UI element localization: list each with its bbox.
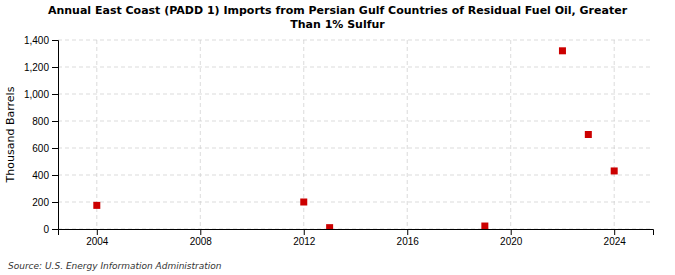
x-tick-mark [511,229,512,235]
y-tick-mark [52,202,58,203]
y-tick-label: 0 [43,224,49,235]
x-axis: 2004 2008 2012 2016 2020 2024 [59,229,654,247]
x-tick-mark [97,229,98,235]
chart-svg: 2004 2008 2012 2016 2020 2024 0 200 400 600 800 1,0… [0,0,675,275]
grid-line-y [58,148,653,149]
y-tick-label: 1,400 [24,35,49,46]
grid-line-y [58,202,653,203]
x-tick-mark [407,229,408,235]
y-axis-line [52,41,59,230]
x-tick: 2008 [190,229,213,247]
y-tick-label: 400 [32,170,49,181]
grid [58,40,653,229]
grid-line-x [200,40,201,229]
y-tick: 1,000 [24,89,58,100]
grid-line-y [58,121,653,122]
x-tick-mark [304,229,305,235]
x-axis-line [59,230,654,236]
y-tick-label: 1,000 [24,89,49,100]
y-tick-label: 800 [32,116,49,127]
title-line: Than 1% Sulfur [290,18,385,31]
y-tick-mark [52,229,58,230]
point [585,131,592,138]
y-tick-mark [52,67,58,68]
y-tick-label: 600 [32,143,49,154]
x-tick: 2020 [500,229,523,247]
point [481,223,488,229]
x-tick-label: 2020 [500,236,523,247]
x-tick-label: 2004 [86,236,109,247]
grid-line-y [58,94,653,95]
y-tick-label: 200 [32,197,49,208]
y-tick: 200 [32,197,58,208]
point [300,199,307,206]
y-tick-label: 1,200 [24,62,49,73]
chart-container: 2004 2008 2012 2016 2020 2024 0 200 400 600 800 1,0… [0,0,675,275]
y-axis-title: Thousand Barrels [4,86,17,183]
x-tick-mark [200,229,201,235]
point [326,224,333,229]
marks [93,47,617,229]
x-tick-mark [614,229,615,235]
x-tick-label: 2016 [397,236,420,247]
x-tick-label: 2008 [190,236,213,247]
grid-line-x [407,40,408,229]
grid-line-x [614,40,615,229]
y-tick: 800 [32,116,58,127]
title: Annual East Coast (PADD 1) Imports from … [48,4,628,31]
grid-line-y [58,175,653,176]
y-tick-mark [52,121,58,122]
x-tick: 2016 [397,229,420,247]
plot-area: 2004 2008 2012 2016 2020 2024 0 200 400 600 800 1,0… [24,35,654,247]
y-tick-mark [52,175,58,176]
grid-line-y [58,40,653,41]
point [611,167,618,174]
x-tick: 2004 [86,229,109,247]
x-tick: 2024 [604,229,627,247]
grid-line-x [96,40,97,229]
x-tick: 2012 [293,229,316,247]
grid-line-x [510,40,511,229]
y-tick: 1,400 [24,35,58,46]
grid-line-y [58,67,653,68]
y-tick: 1,200 [24,62,58,73]
y-tick: 0 [43,224,58,235]
y-tick: 400 [32,170,58,181]
y-tick-mark [52,40,58,41]
x-tick-label: 2012 [293,236,316,247]
x-tick-label: 2024 [604,236,627,247]
y-tick-mark [52,94,58,95]
point [93,202,100,209]
y-tick-mark [52,148,58,149]
point [559,47,566,54]
y-tick: 600 [32,143,58,154]
title-line: Annual East Coast (PADD 1) Imports from … [48,4,628,17]
y-axis: 0 200 400 600 800 1,000 1,200 1,400 [24,35,59,235]
annotation: Source: U.S. Energy Information Administ… [8,261,222,271]
